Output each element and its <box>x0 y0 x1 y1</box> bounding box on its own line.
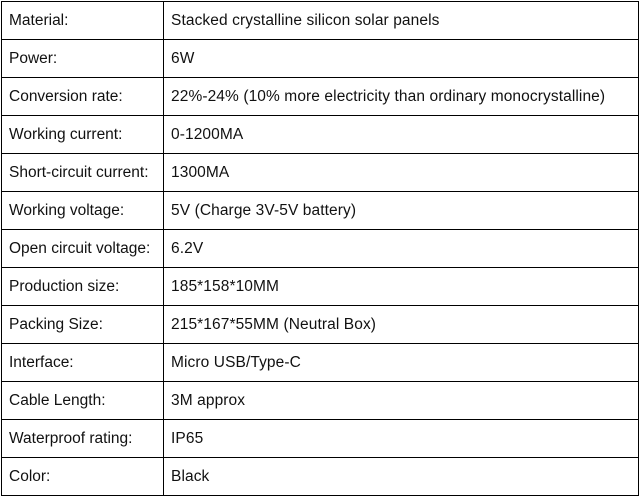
spec-row-color: Color: Black <box>1 457 639 496</box>
spec-label: Power: <box>1 39 164 78</box>
spec-row-interface: Interface: Micro USB/Type-C <box>1 343 639 382</box>
spec-row-power: Power: 6W <box>1 39 639 78</box>
spec-label: Waterproof rating: <box>1 419 164 458</box>
spec-value: 185*158*10MM <box>163 267 639 306</box>
spec-row-short-circuit-current: Short-circuit current: 1300MA <box>1 153 639 192</box>
spec-value: Micro USB/Type-C <box>163 343 639 382</box>
spec-label: Packing Size: <box>1 305 164 344</box>
spec-row-waterproof-rating: Waterproof rating: IP65 <box>1 419 639 458</box>
spec-label: Cable Length: <box>1 381 164 420</box>
spec-row-working-current: Working current: 0-1200MA <box>1 115 639 154</box>
spec-value: IP65 <box>163 419 639 458</box>
spec-row-working-voltage: Working voltage: 5V (Charge 3V-5V batter… <box>1 191 639 230</box>
spec-value: 215*167*55MM (Neutral Box) <box>163 305 639 344</box>
spec-value: 6W <box>163 39 639 78</box>
spec-row-open-circuit-voltage: Open circuit voltage: 6.2V <box>1 229 639 268</box>
spec-label: Interface: <box>1 343 164 382</box>
spec-value: 5V (Charge 3V-5V battery) <box>163 191 639 230</box>
spec-label: Production size: <box>1 267 164 306</box>
spec-label: Working voltage: <box>1 191 164 230</box>
spec-value: 6.2V <box>163 229 639 268</box>
spec-value: Black <box>163 457 639 496</box>
spec-row-packing-size: Packing Size: 215*167*55MM (Neutral Box) <box>1 305 639 344</box>
spec-label: Color: <box>1 457 164 496</box>
spec-value: 22%-24% (10% more electricity than ordin… <box>163 77 639 116</box>
spec-row-conversion-rate: Conversion rate: 22%-24% (10% more elect… <box>1 77 639 116</box>
spec-label: Material: <box>1 1 164 40</box>
spec-value: 1300MA <box>163 153 639 192</box>
spec-value: 3M approx <box>163 381 639 420</box>
spec-value: 0-1200MA <box>163 115 639 154</box>
spec-label: Open circuit voltage: <box>1 229 164 268</box>
spec-row-cable-length: Cable Length: 3M approx <box>1 381 639 420</box>
spec-label: Conversion rate: <box>1 77 164 116</box>
spec-row-production-size: Production size: 185*158*10MM <box>1 267 639 306</box>
spec-value: Stacked crystalline silicon solar panels <box>163 1 639 40</box>
spec-label: Working current: <box>1 115 164 154</box>
spec-label: Short-circuit current: <box>1 153 164 192</box>
spec-row-material: Material: Stacked crystalline silicon so… <box>1 1 639 40</box>
